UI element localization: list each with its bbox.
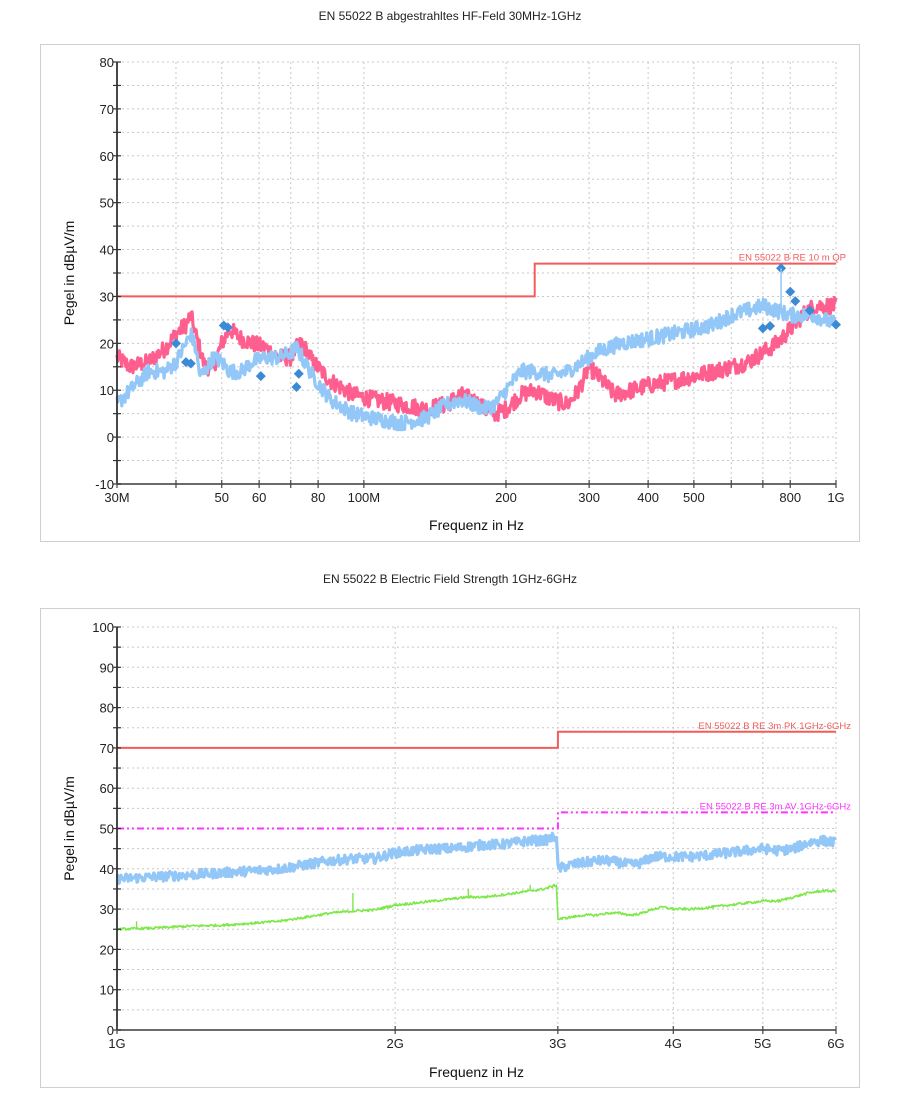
y-tick-label: 0: [107, 1023, 114, 1038]
y-axis-title: Pegel in dBµV/m: [61, 221, 77, 326]
y-axis-title: Pegel in dBµV/m: [61, 776, 77, 881]
x-tick-label: 5G: [754, 1036, 771, 1051]
y-tick-label: 50: [100, 822, 114, 837]
x-tick-label: 1G: [108, 1036, 125, 1051]
x-tick-label: 500: [683, 490, 705, 505]
chart1-title: EN 55022 B abgestrahltes HF-Feld 30MHz-1…: [318, 9, 582, 23]
series-trace-blue: [115, 297, 838, 432]
x-tick-label: 300: [578, 490, 600, 505]
marker-point: [804, 305, 815, 316]
x-tick-label: 80: [311, 490, 325, 505]
chart1-frame: [40, 44, 860, 542]
y-tick-label: 80: [100, 701, 114, 716]
x-tick-label: 50: [215, 490, 229, 505]
marker-group: [170, 263, 841, 392]
marker-point: [170, 338, 181, 349]
marker-point: [291, 381, 302, 392]
limit-label: EN 55022 B RE 10 m QP: [739, 253, 846, 264]
chart-2: EN 55022 B RE 3m PK 1GHz-6GHz EN 55022 B …: [61, 620, 851, 1080]
marker-point: [185, 358, 196, 369]
x-axis-title: Frequenz in Hz: [429, 1064, 524, 1080]
x-tick-label: 800: [779, 490, 801, 505]
y-tick-label: 50: [100, 196, 114, 211]
x-tick-label: 30M: [104, 490, 129, 505]
limit-line-2: EN 55022 B RE 3m AV 1GHz-6GHz: [117, 801, 852, 830]
y-tick-label: 0: [107, 430, 114, 445]
limit-polyline: [117, 811, 836, 830]
limit-polyline: [117, 730, 836, 749]
x-tick-label: 1G: [827, 490, 844, 505]
series-line: [116, 831, 837, 886]
x-tick-label: 400: [637, 490, 659, 505]
y-tick-label: 40: [100, 243, 114, 258]
series-line: [115, 297, 838, 432]
series-line: [116, 883, 837, 932]
x-tick-label: 200: [495, 490, 517, 505]
y-tick-label: 80: [100, 55, 114, 70]
y-tick-label: 30: [100, 289, 114, 304]
series-trace-blue: [116, 831, 837, 886]
marker-point: [765, 320, 776, 331]
y-tick-label: 30: [100, 902, 114, 917]
marker-point: [790, 296, 801, 307]
x-axis-title: Frequenz in Hz: [429, 517, 524, 533]
y-tick-label: -10: [95, 477, 114, 492]
x-tick-label: 3G: [549, 1036, 566, 1051]
y-tick-label: 60: [100, 781, 114, 796]
marker-point: [222, 322, 233, 333]
limit-line-1: EN 55022 B RE 3m PK 1GHz-6GHz: [117, 721, 851, 749]
y-tick-label: 60: [100, 149, 114, 164]
y-tick-label: 20: [100, 336, 114, 351]
limit-label: EN 55022 B RE 3m AV 1GHz-6GHz: [700, 801, 852, 812]
y-tick-label: 100: [92, 620, 114, 635]
limit-label: EN 55022 B RE 3m PK 1GHz-6GHz: [698, 721, 851, 732]
y-tick-label: 10: [100, 383, 114, 398]
limit-line-1: EN 55022 B RE 10 m QP: [117, 253, 846, 298]
y-tick-label: 10: [100, 983, 114, 998]
x-tick-label: 60: [252, 490, 266, 505]
y-tick-label: 90: [100, 660, 114, 675]
x-tick-label: 2G: [386, 1036, 403, 1051]
marker-point: [255, 371, 266, 382]
y-tick-label: 40: [100, 862, 114, 877]
marker-point: [293, 368, 304, 379]
chart2-title: EN 55022 B Electric Field Strength 1GHz-…: [322, 572, 578, 586]
marker-point: [831, 319, 841, 330]
y-tick-label: 20: [100, 942, 114, 957]
marker-point: [785, 286, 796, 297]
limit-polyline: [117, 262, 836, 298]
series-trace-green: [116, 883, 837, 932]
chart-1: EN 55022 B RE 10 m QP -10 0 10 20 30 40 50 60 70 8…: [61, 55, 846, 533]
x-tick-label: 100M: [348, 490, 381, 505]
x-tick-label: 6G: [827, 1036, 844, 1051]
x-tick-label: 4G: [665, 1036, 682, 1051]
y-tick-label: 70: [100, 741, 114, 756]
y-tick-label: 70: [100, 102, 114, 117]
